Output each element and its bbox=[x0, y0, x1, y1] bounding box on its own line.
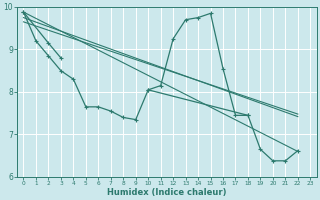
X-axis label: Humidex (Indice chaleur): Humidex (Indice chaleur) bbox=[107, 188, 227, 197]
